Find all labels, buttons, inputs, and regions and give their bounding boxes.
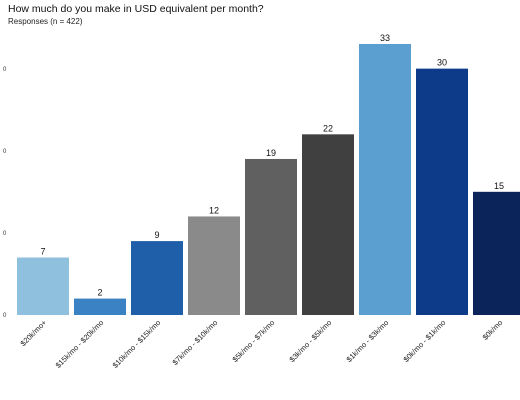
bar [131,241,183,315]
y-tick-label: 0 [3,231,7,237]
bar-value-label: 12 [209,205,219,215]
x-tick-label: $20k/mo+ [19,318,49,348]
bars [17,44,520,316]
bar [302,134,354,315]
bar-value-label: 15 [494,181,504,191]
chart-subtitle: Responses (n = 422) [8,17,83,26]
x-axis: $20k/mo+ $15k/mo - $20k/mo $10k/mo - $15k/… [19,318,505,370]
x-tick-label: $7k/mo - $10k/mo [171,318,220,367]
bar [245,158,297,315]
value-labels: 7 2 9 12 19 22 33 30 15 [40,33,504,298]
y-tick-label: 0 [3,313,7,319]
y-axis: 0 0 0 0 [3,67,7,319]
x-tick-label: $0k/mo [481,318,505,342]
y-tick-label: 0 [3,149,7,155]
bar [188,216,240,315]
x-tick-label: $5k/mo - $7k/mo [231,318,277,364]
bar-value-label: 7 [40,247,45,257]
bar-value-label: 30 [437,58,447,68]
bar [473,191,520,315]
x-tick-label: $1k/mo - $3k/mo [345,318,391,364]
bar-value-label: 22 [323,123,333,133]
x-tick-label: $10k/mo - $15k/mo [111,318,163,370]
bar [74,298,126,315]
chart-title: How much do you make in USD equivalent p… [8,3,264,15]
bar-value-label: 19 [266,148,276,158]
bar-value-label: 33 [380,33,390,43]
x-tick-label: $0k/mo - $1k/mo [402,318,448,364]
bar [359,44,411,315]
bar-value-label: 2 [97,288,102,298]
y-tick-label: 0 [3,67,7,73]
bar [416,68,468,316]
bar [17,257,69,315]
x-tick-label: $15k/mo - $20k/mo [54,318,106,370]
x-tick-label: $3k/mo - $5k/mo [288,318,334,364]
bar-value-label: 9 [154,230,159,240]
